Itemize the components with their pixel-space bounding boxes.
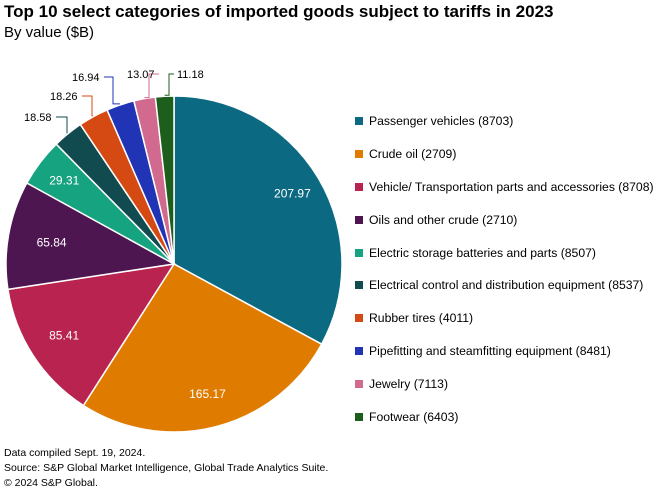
legend-label: Electrical control and distribution equi…	[369, 278, 644, 293]
footer-source: Source: S&P Global Market Intelligence, …	[4, 462, 329, 474]
chart-title: Top 10 select categories of imported goo…	[4, 2, 554, 21]
legend-swatch	[355, 314, 363, 323]
legend-label: Electric storage batteries and parts (85…	[369, 245, 596, 260]
leader-line-jewelry	[144, 73, 159, 99]
legend-item-crude-oil: Crude oil (2709)	[355, 138, 655, 171]
legend-label: Pipefitting and steamfitting equipment (…	[369, 343, 611, 358]
footer-copyright: © 2024 S&P Global.	[4, 477, 98, 489]
data-label-electrical-control-and-distribution-equipment: 18.58	[24, 112, 52, 124]
leader-line-pipefitting-and-steamfitting-equipment	[104, 76, 120, 105]
legend-item-rubber-tires: Rubber tires (4011)	[355, 302, 655, 335]
legend-item-footwear: Footwear (6403)	[355, 400, 655, 433]
legend-label: Footwear (6403)	[369, 409, 459, 424]
legend-label: Passenger vehicles (8703)	[369, 114, 514, 129]
legend-label: Oils and other crude (2710)	[369, 212, 518, 227]
footer-notes: Data compiled Sept. 19, 2024. Source: S&…	[4, 446, 328, 491]
legend-item-electrical-control-and-distribution-equipment: Electrical control and distribution equi…	[355, 269, 655, 302]
legend-swatch	[355, 150, 363, 159]
legend: Passenger vehicles (8703) Crude oil (2709…	[355, 105, 655, 433]
leader-line-footwear	[164, 73, 174, 96]
legend-swatch	[355, 248, 363, 257]
legend-swatch	[355, 346, 363, 355]
footer-data-compiled: Data compiled Sept. 19, 2024.	[4, 447, 146, 459]
data-label-rubber-tires: 18.26	[50, 91, 78, 103]
data-label-jewelry: 13.07	[127, 69, 155, 81]
leader-line-electrical-control-and-distribution-equipment	[56, 116, 68, 134]
chart-subtitle: By value ($B)	[4, 24, 95, 41]
legend-label: Vehicle/ Transportation parts and access…	[369, 179, 654, 194]
legend-swatch	[355, 412, 363, 421]
legend-item-electric-storage-batteries-and-parts: Electric storage batteries and parts (85…	[355, 236, 655, 269]
legend-item-passenger-vehicles: Passenger vehicles (8703)	[355, 105, 655, 138]
pie-slice-footwear	[154, 95, 175, 265]
data-label-footwear: 11.18	[177, 69, 204, 81]
legend-swatch	[355, 215, 363, 224]
data-label-passenger-vehicles: 207.97	[274, 187, 311, 201]
legend-swatch	[355, 117, 363, 126]
data-label-crude-oil: 165.17	[189, 387, 226, 401]
pie-slice-oils-and-other-crude	[5, 181, 177, 291]
pie-slice-vehicle-transportation-parts-and-accessories	[7, 263, 176, 407]
legend-swatch	[355, 182, 363, 191]
data-label-pipefitting-and-steamfitting-equipment: 16.94	[72, 72, 100, 84]
data-label-vehicle-transportation-parts-and-accessories: 85.41	[49, 328, 79, 342]
legend-item-vehicle-transportation-parts-and-accessories: Vehicle/ Transportation parts and access…	[355, 171, 655, 204]
legend-label: Crude oil (2709)	[369, 147, 457, 162]
legend-item-oils-and-other-crude: Oils and other crude (2710)	[355, 203, 655, 236]
legend-label: Rubber tires (4011)	[369, 311, 474, 326]
data-label-electric-storage-batteries-and-parts: 29.31	[49, 174, 79, 188]
legend-swatch	[355, 281, 363, 290]
legend-label: Jewelry (7113)	[369, 376, 449, 391]
data-label-oils-and-other-crude: 65.84	[37, 235, 67, 249]
legend-item-jewelry: Jewelry (7113)	[355, 367, 655, 400]
pie-slice-passenger-vehicles	[173, 95, 343, 346]
legend-swatch	[355, 379, 363, 388]
pie-slice-crude-oil	[82, 263, 323, 433]
leader-line-rubber-tires	[82, 95, 93, 117]
legend-item-pipefitting-and-steamfitting-equipment: Pipefitting and steamfitting equipment (…	[355, 335, 655, 368]
